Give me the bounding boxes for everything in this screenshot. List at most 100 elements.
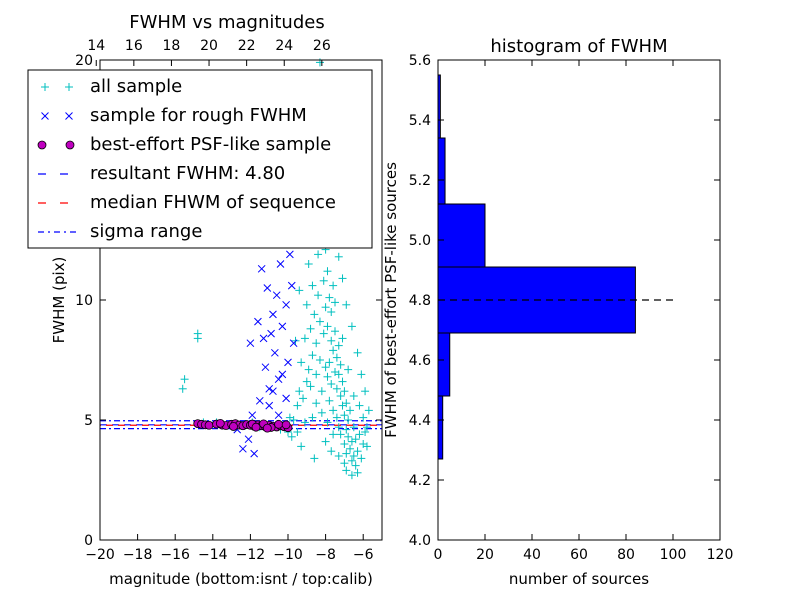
all-sample-point (346, 444, 355, 453)
legend-entry-all-sample: all sample (41, 76, 182, 97)
all-sample-point (334, 252, 343, 261)
all-sample-point (340, 387, 349, 396)
all-sample-point (332, 353, 341, 362)
all-sample-point (336, 430, 345, 439)
legend-box (27, 69, 373, 249)
psf-like-point (215, 418, 225, 428)
all-sample-point (323, 267, 332, 276)
all-sample-point (342, 300, 351, 309)
scatter-x-tick-label: −16 (160, 547, 190, 563)
legend-label: all sample (90, 76, 182, 97)
all-sample-point (314, 291, 323, 300)
all-sample-point (355, 430, 364, 439)
all-sample-point (310, 454, 319, 463)
all-sample-point (332, 384, 341, 393)
rough-fwhm-point (274, 375, 283, 384)
cross-stroke (284, 358, 292, 367)
cross-stroke (282, 394, 290, 403)
cross-stroke (270, 348, 279, 357)
rough-fwhm-point (265, 384, 274, 393)
all-sample-point (338, 274, 347, 283)
all-sample-point (193, 334, 202, 343)
all-sample-point (323, 372, 332, 381)
cross-stroke (254, 317, 262, 326)
histogram-x-tick-label: 0 (434, 547, 443, 563)
cross-stroke (269, 310, 277, 319)
all-sample-point (340, 459, 349, 468)
all-sample-point (327, 308, 336, 316)
legend-circle (65, 140, 75, 150)
legend-circle-marker (37, 140, 75, 150)
cross-stroke (265, 401, 274, 410)
all-sample-point (327, 380, 336, 388)
psf-like-point (281, 420, 291, 430)
all-sample-point (361, 428, 370, 436)
cross-stroke (255, 396, 264, 405)
histogram-data-layer (437, 74, 678, 460)
scatter-top-tick-label: 22 (238, 38, 256, 54)
all-sample-point (334, 370, 343, 379)
scatter-y-axis-label: FWHM (pix) (50, 257, 68, 344)
all-sample-point (349, 392, 358, 400)
cross-stroke (265, 384, 274, 393)
legend-cross (41, 112, 49, 120)
all-sample-point (329, 430, 338, 439)
all-sample-point (310, 310, 319, 319)
histogram-bar (437, 203, 486, 268)
rough-fwhm-point (244, 435, 253, 444)
rough-fwhm-point (270, 348, 279, 357)
cross-stroke (263, 284, 272, 292)
all-sample-point (357, 370, 366, 379)
legend-label: median FHWM of sequence (90, 192, 336, 213)
all-sample-point (347, 322, 356, 331)
scatter-y-tick-label: 10 (75, 293, 93, 309)
all-sample-point (302, 377, 311, 386)
histogram-x-tick-label: 100 (660, 547, 687, 563)
scatter-top-tick-label: 18 (163, 38, 181, 54)
histogram-y-tick-label: 5.6 (409, 53, 431, 69)
all-sample-point (180, 375, 189, 384)
rough-fwhm-point (239, 444, 247, 453)
rough-fwhm-point (276, 260, 285, 268)
all-sample-point (349, 423, 358, 432)
psf-like-point (262, 423, 272, 433)
all-sample-point (334, 423, 343, 432)
cross-stroke (259, 334, 268, 343)
all-sample-point (336, 392, 345, 400)
all-sample-point (340, 411, 349, 420)
all-sample-point (293, 428, 302, 436)
cross-stroke (269, 387, 277, 396)
rough-fwhm-point (274, 411, 283, 420)
histogram-ticks: 0 20 40 60 80 100 120 4.0 4.2 4.4 4.6 4.8 5.0 5.2 5.4 5… (409, 53, 734, 563)
all-sample-point (289, 416, 298, 424)
all-sample-point (300, 418, 309, 427)
legend-circle (37, 140, 47, 150)
rough-fwhm-point (269, 310, 277, 319)
legend-plus-marker (41, 83, 73, 91)
all-sample-point (308, 351, 317, 360)
all-sample-point (312, 339, 321, 348)
all-sample-point (321, 303, 330, 312)
legend-label: resultant FWHM: 4.80 (90, 163, 285, 184)
scatter-y-tick-label: 5 (84, 413, 93, 429)
legend-label: sigma range (90, 221, 202, 242)
scatter-x-tick-label: −6 (353, 547, 374, 563)
histogram-y-tick-label: 5.2 (409, 173, 431, 189)
cross-stroke (278, 322, 287, 331)
all-sample-point (364, 406, 373, 415)
cross-stroke (282, 300, 290, 309)
all-sample-point (317, 387, 326, 396)
all-sample-point (315, 317, 324, 326)
scatter-x-tick-label: −12 (236, 547, 266, 563)
cross-stroke (286, 250, 294, 259)
scatter-x-tick-label: −20 (85, 547, 115, 563)
scatter-y-tick-label: 20 (75, 53, 93, 69)
histogram-y-tick-label: 4.6 (409, 353, 431, 369)
legend-entry-resultant-fwhm: resultant FWHM: 4.80 (38, 163, 285, 184)
legend-entry-median-fwhm: median FHWM of sequence (38, 192, 336, 213)
rough-fwhm-point (269, 387, 277, 396)
histogram-y-tick-label: 5.4 (409, 113, 431, 129)
all-sample-point (314, 250, 323, 259)
